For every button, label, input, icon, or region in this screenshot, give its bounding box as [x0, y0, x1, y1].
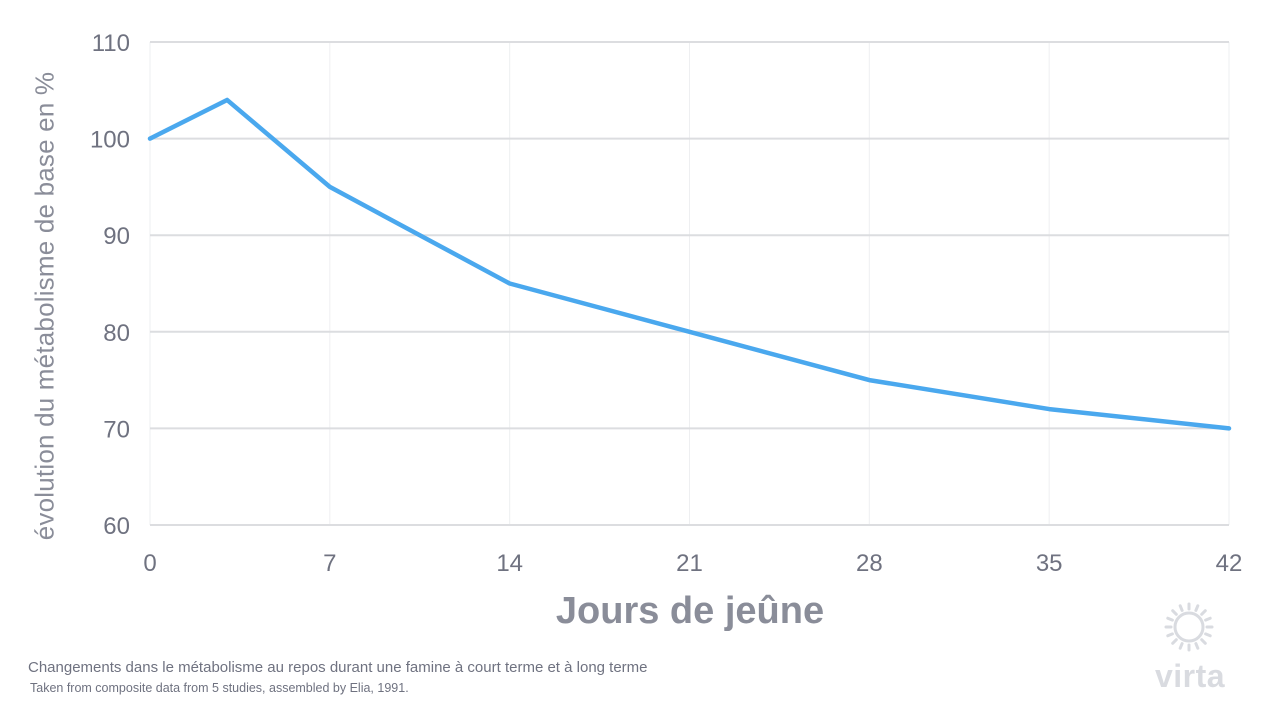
- chart-caption: Changements dans le métabolisme au repos…: [28, 659, 648, 676]
- x-tick-label: 35: [1036, 550, 1063, 577]
- y-tick-label: 90: [103, 223, 130, 250]
- y-tick-label: 110: [92, 30, 130, 57]
- x-axis-label: Jours de jeûne: [555, 590, 825, 632]
- y-tick-label: 100: [90, 127, 130, 154]
- logo-text: virta: [1154, 658, 1226, 694]
- x-tick-label: 14: [496, 550, 523, 577]
- x-tick-label: 28: [856, 550, 883, 577]
- y-tick-label: 70: [103, 416, 130, 443]
- x-tick-label: 0: [143, 550, 156, 577]
- sun-gear-icon: [1164, 602, 1214, 652]
- x-tick-label: 7: [323, 550, 336, 577]
- y-axis-label: évolution du métabolisme de base en %: [29, 71, 60, 541]
- y-tick-label: 60: [103, 513, 130, 540]
- x-tick-label: 42: [1216, 550, 1243, 577]
- chart-source-note: Taken from composite data from 5 studies…: [30, 681, 409, 695]
- x-tick-label: 21: [676, 550, 703, 577]
- series-line: [147, 97, 1232, 431]
- virta-logo: virta: [1142, 598, 1238, 698]
- y-tick-label: 80: [103, 320, 130, 347]
